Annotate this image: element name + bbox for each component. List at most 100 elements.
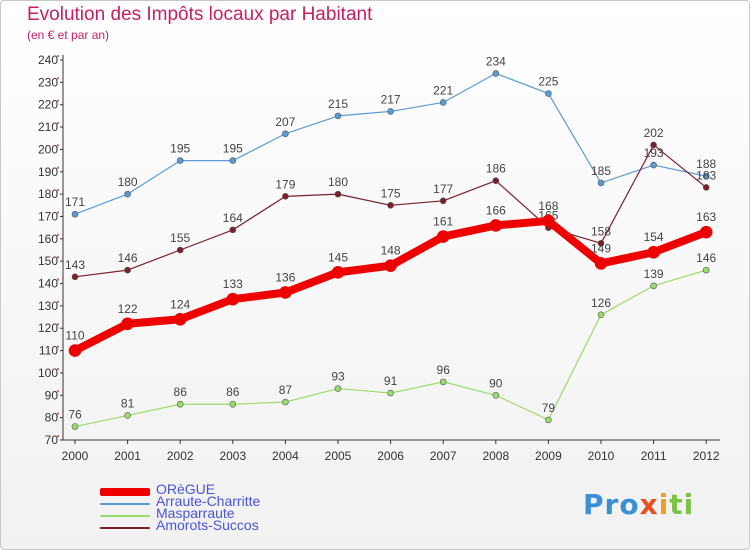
proxiti-logo: Proxiti (583, 488, 694, 521)
x-tick-label: 2005 (325, 449, 352, 463)
x-tick-label: 2010 (588, 449, 615, 463)
data-label-masparraute: 91 (384, 374, 398, 388)
legend-label-amorots-succos: Amorots-Succos (156, 517, 259, 533)
data-label-amorots-succos: 179 (275, 177, 295, 191)
data-label-arraute-charritte: 180 (118, 175, 138, 189)
data-label-masparraute: 96 (437, 363, 451, 377)
data-label-arraute-charritte: 225 (538, 75, 558, 89)
data-label-amorots-succos: 164 (223, 211, 243, 225)
x-tick-label: 2003 (219, 449, 246, 463)
chart-subtitle: (en € et par an) (27, 28, 110, 42)
data-label-or-gue: 124 (170, 297, 190, 311)
y-tick-label: 90 (45, 388, 59, 402)
data-label-masparraute: 81 (121, 396, 135, 410)
y-tick-label: 230 (38, 75, 58, 89)
data-point-arraute-charritte (176, 157, 184, 164)
data-label-amorots-succos: 183 (696, 168, 716, 182)
y-tick-label: 130 (38, 299, 58, 313)
data-label-amorots-succos: 143 (65, 258, 85, 272)
data-label-or-gue: 149 (591, 241, 611, 255)
data-point-masparraute (702, 266, 710, 274)
data-point-amorots-succos (229, 226, 237, 234)
data-point-masparraute (597, 311, 605, 319)
y-tick-label: 240 (38, 53, 58, 67)
y-tick-label: 210 (38, 120, 58, 134)
logo-part-4: ti (669, 488, 695, 521)
data-label-arraute-charritte: 215 (328, 97, 348, 111)
data-point-arraute-charritte (387, 108, 394, 115)
data-label-amorots-succos: 155 (170, 231, 190, 245)
data-point-masparraute (124, 412, 131, 419)
y-tick-label: 140 (38, 277, 58, 291)
data-label-arraute-charritte: 188 (696, 157, 716, 171)
data-point-arraute-charritte (282, 130, 289, 138)
y-tick-label: 150 (38, 254, 58, 268)
data-label-arraute-charritte: 171 (65, 195, 85, 209)
series-line-masparraute (74, 269, 707, 428)
data-label-masparraute: 87 (279, 383, 293, 397)
data-label-masparraute: 93 (331, 370, 345, 384)
data-label-or-gue: 145 (328, 250, 348, 264)
data-point-or-gue (173, 312, 187, 326)
y-tick-label: 100 (38, 366, 58, 380)
data-label-arraute-charritte: 185 (591, 164, 611, 178)
data-label-or-gue: 122 (118, 302, 138, 316)
data-point-masparraute (650, 282, 657, 290)
data-point-or-gue (331, 266, 345, 279)
y-tick-label: 160 (38, 232, 58, 246)
data-label-arraute-charritte: 207 (275, 115, 295, 129)
data-label-masparraute: 139 (644, 267, 664, 281)
data-label-amorots-succos: 186 (486, 162, 506, 176)
data-point-arraute-charritte (124, 190, 131, 198)
x-tick-label: 2002 (167, 449, 194, 463)
data-point-amorots-succos (124, 266, 131, 274)
data-point-arraute-charritte (545, 90, 552, 97)
legend-swatch-masparraute (100, 515, 150, 517)
x-tick-label: 2001 (114, 449, 141, 463)
y-tick-label: 200 (38, 142, 58, 156)
x-tick-label: 2008 (482, 449, 509, 463)
data-label-or-gue: 163 (696, 210, 716, 224)
data-point-or-gue (68, 344, 82, 357)
data-point-amorots-succos (387, 201, 394, 209)
x-tick-label: 2009 (535, 449, 562, 463)
data-label-masparraute: 86 (226, 385, 240, 399)
data-point-arraute-charritte (229, 157, 237, 164)
y-tick-label: 70 (45, 433, 59, 447)
data-point-amorots-succos (334, 190, 342, 198)
data-point-or-gue (226, 292, 240, 306)
logo-part-3: i (658, 488, 670, 521)
data-point-amorots-succos (492, 177, 500, 185)
data-label-or-gue: 110 (65, 329, 84, 343)
y-tick-label: 120 (38, 321, 58, 335)
data-label-masparraute: 126 (591, 296, 611, 310)
data-label-arraute-charritte: 221 (433, 83, 453, 97)
data-point-arraute-charritte (334, 112, 342, 120)
y-tick-label: 110 (39, 344, 58, 358)
data-point-masparraute (387, 389, 394, 397)
data-label-amorots-succos: 202 (644, 126, 664, 140)
data-label-or-gue: 154 (644, 230, 664, 244)
data-point-arraute-charritte (597, 179, 605, 187)
data-point-or-gue (542, 214, 555, 228)
legend-swatch-arraute-charritte (100, 503, 150, 505)
data-point-amorots-succos (439, 197, 447, 205)
data-point-or-gue (489, 219, 503, 232)
data-point-or-gue (384, 259, 397, 272)
data-point-amorots-succos (597, 239, 605, 247)
legend-label-masparraute: Masparraute (156, 505, 235, 521)
data-point-arraute-charritte (71, 210, 79, 218)
data-label-masparraute: 146 (696, 251, 716, 265)
data-label-or-gue: 161 (433, 215, 453, 229)
chart-title: Evolution des Impôts locaux par Habitant (27, 4, 373, 25)
data-point-masparraute (282, 398, 289, 406)
legend-swatch-oregue (100, 488, 150, 496)
data-label-amorots-succos: 180 (328, 175, 348, 189)
data-label-amorots-succos: 146 (118, 251, 138, 265)
y-tick-label: 170 (38, 209, 58, 223)
y-tick-label: 220 (38, 98, 58, 112)
x-tick-label: 2004 (272, 449, 299, 463)
data-point-amorots-succos (282, 193, 289, 200)
